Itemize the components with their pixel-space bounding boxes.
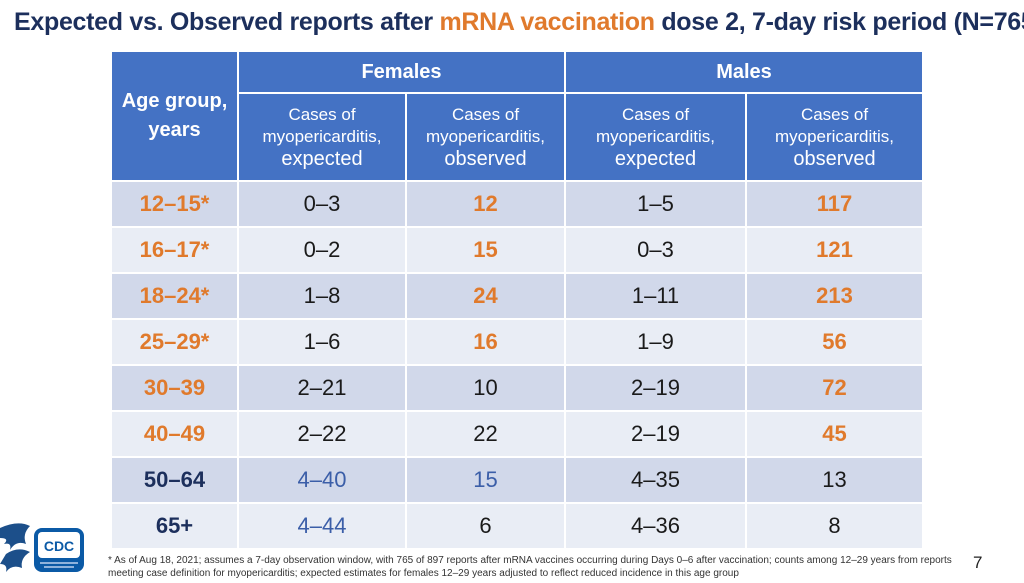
table-row: 16–17* 0–2 15 0–3 121 — [110, 226, 924, 274]
male-expected-cell: 1–9 — [564, 318, 747, 366]
females-header: Females — [237, 50, 566, 94]
male-observed-cell: 56 — [745, 318, 924, 366]
female-observed-cell: 12 — [405, 180, 566, 228]
page-number: 7 — [973, 553, 983, 572]
males-observed-header: Cases of myopericarditis, observed — [745, 92, 924, 182]
male-observed-cell: 117 — [745, 180, 924, 228]
female-observed-cell: 10 — [405, 364, 566, 412]
title-part1: Expected vs. Observed reports after — [14, 8, 440, 36]
hhs-eagle-icon: CDC — [0, 523, 84, 572]
female-expected-cell: 2–21 — [237, 364, 407, 412]
age-cell: 30–39 — [110, 364, 239, 412]
age-header-line2: years — [148, 119, 201, 141]
male-expected-cell: 2–19 — [564, 410, 747, 458]
male-expected-cell: 1–11 — [564, 272, 747, 320]
males-expected-header: Cases of myopericarditis, expected — [564, 92, 747, 182]
males-header: Males — [564, 50, 924, 94]
age-cell: 18–24* — [110, 272, 239, 320]
cdc-logo-text: CDC — [44, 538, 74, 554]
female-expected-cell: 4–44 — [237, 502, 407, 550]
age-cell: 50–64 — [110, 456, 239, 504]
male-observed-cell: 121 — [745, 226, 924, 274]
female-observed-cell: 6 — [405, 502, 566, 550]
subheader-line1: Cases of — [288, 105, 356, 124]
age-cell: 40–49 — [110, 410, 239, 458]
female-expected-cell: 0–3 — [237, 180, 407, 228]
females-expected-header: Cases of myopericarditis, expected — [237, 92, 407, 182]
male-observed-cell: 72 — [745, 364, 924, 412]
female-observed-cell: 15 — [405, 226, 566, 274]
table-row: 25–29* 1–6 16 1–9 56 — [110, 318, 924, 366]
subheader-line2: myopericarditis, — [595, 127, 716, 146]
male-observed-cell: 213 — [745, 272, 924, 320]
male-expected-cell: 0–3 — [564, 226, 747, 274]
male-observed-cell: 8 — [745, 502, 924, 550]
title-highlight: mRNA vaccination — [439, 8, 655, 36]
age-header-line1: Age group, — [121, 90, 228, 112]
age-cell: 25–29* — [110, 318, 239, 366]
footnote: * As of Aug 18, 2021; assumes a 7-day ob… — [108, 555, 952, 579]
age-cell: 12–15* — [110, 180, 239, 228]
male-expected-cell: 1–5 — [564, 180, 747, 228]
subheader-line3: observed — [444, 148, 527, 170]
subheader-line1: Cases of — [451, 105, 520, 124]
slide-title: Expected vs. Observed reports after mRNA… — [14, 8, 1024, 37]
table-row: 40–49 2–22 22 2–19 45 — [110, 410, 924, 458]
subheader-line1: Cases of — [800, 105, 869, 124]
female-expected-cell: 2–22 — [237, 410, 407, 458]
male-observed-cell: 13 — [745, 456, 924, 504]
female-observed-cell: 15 — [405, 456, 566, 504]
title-part2: dose 2, 7-day risk period (N=765)* — [654, 8, 1024, 36]
male-expected-cell: 2–19 — [564, 364, 747, 412]
myopericarditis-table: Age group, years Females Males Cases of … — [110, 50, 924, 550]
subheader-line2: myopericarditis, — [262, 127, 382, 146]
male-observed-cell: 45 — [745, 410, 924, 458]
females-observed-header: Cases of myopericarditis, observed — [405, 92, 566, 182]
subheader-line2: myopericarditis, — [425, 127, 546, 146]
age-group-header: Age group, years — [110, 50, 239, 182]
table-row: 50–64 4–40 15 4–35 13 — [110, 456, 924, 504]
subheader-line3: expected — [281, 148, 363, 170]
subheader-line1: Cases of — [621, 105, 690, 124]
age-cell: 16–17* — [110, 226, 239, 274]
female-expected-cell: 0–2 — [237, 226, 407, 274]
female-observed-cell: 16 — [405, 318, 566, 366]
female-observed-cell: 22 — [405, 410, 566, 458]
female-expected-cell: 1–8 — [237, 272, 407, 320]
table-row: 18–24* 1–8 24 1–11 213 — [110, 272, 924, 320]
subheader-line2: myopericarditis, — [774, 127, 895, 146]
male-expected-cell: 4–35 — [564, 456, 747, 504]
age-cell: 65+ — [110, 502, 239, 550]
table-row: 12–15* 0–3 12 1–5 117 — [110, 180, 924, 228]
cdc-hhs-logo: CDC — [0, 520, 86, 578]
subheader-line3: expected — [614, 148, 697, 170]
table-row: 30–39 2–21 10 2–19 72 — [110, 364, 924, 412]
male-expected-cell: 4–36 — [564, 502, 747, 550]
female-observed-cell: 24 — [405, 272, 566, 320]
female-expected-cell: 4–40 — [237, 456, 407, 504]
female-expected-cell: 1–6 — [237, 318, 407, 366]
table-row: 65+ 4–44 6 4–36 8 — [110, 502, 924, 550]
subheader-line3: observed — [793, 148, 876, 170]
